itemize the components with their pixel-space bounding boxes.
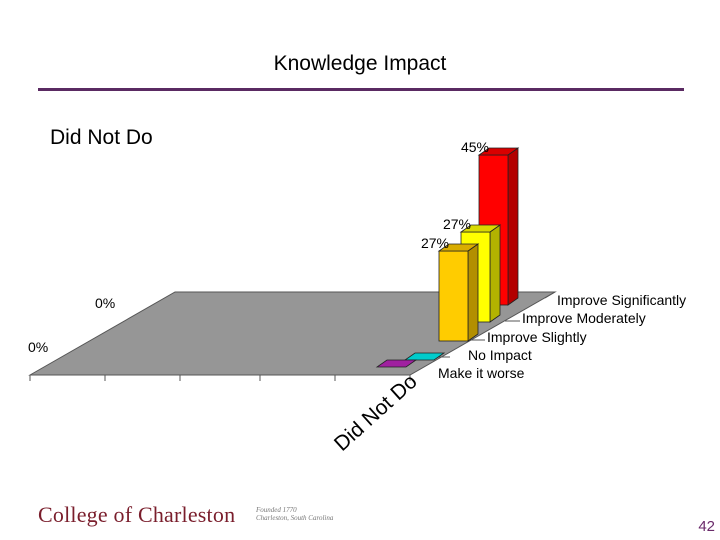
bar-side-improve-moderately [489,224,501,323]
college-seal: Founded 1770 Charleston, South Carolina [256,506,333,522]
bar-top-improve-significantly [477,147,520,156]
bar-improve-slightly [438,250,469,342]
series-label-improve-moderately: Improve Moderately [522,310,646,326]
bar-side-improve-slightly [467,243,479,342]
bar-side-improve-significantly [507,147,519,306]
value-axis-label: 0% [95,295,115,311]
data-label-improve-significantly: 45% [461,139,489,155]
category-label: Did Not Do [330,370,422,456]
bar-top-improve-slightly [437,243,480,252]
bar-top-improve-moderately [459,224,502,233]
slide-title: Knowledge Impact [273,52,447,75]
series-label-improve-significantly: Improve Significantly [557,292,686,308]
series-label-no-impact: No Impact [468,347,532,363]
seal-line-location: Charleston, South Carolina [256,514,334,522]
bar-make-it-worse [375,359,418,368]
page-number: 42 [698,518,715,535]
college-logo: College of Charleston [38,502,236,527]
bar-no-impact [403,352,446,361]
data-label-improve-moderately: 27% [443,216,471,232]
series-axis-tick [544,291,556,299]
series-label-make-it-worse: Make it worse [438,365,525,381]
value-axis-label: 0% [28,339,48,355]
title-divider [38,88,684,91]
data-label-improve-slightly: 27% [421,235,449,251]
seal-line-founded: Founded 1770 [256,506,297,514]
chart-subtitle: Did Not Do [50,126,153,149]
series-label-improve-slightly: Improve Slightly [487,329,587,345]
